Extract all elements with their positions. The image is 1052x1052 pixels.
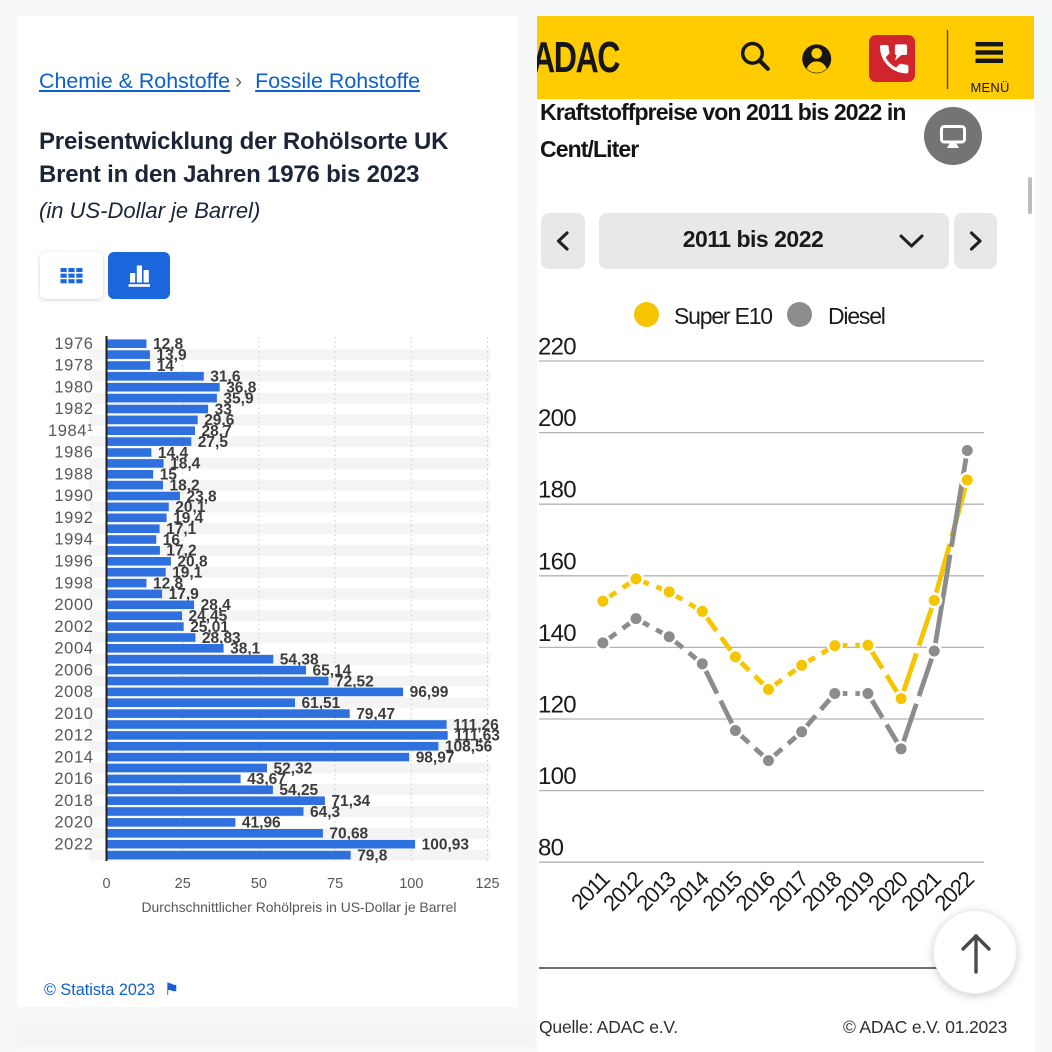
svg-text:2000: 2000 (54, 596, 93, 614)
svg-text:100: 100 (538, 763, 576, 790)
svg-text:54,25: 54,25 (279, 782, 318, 799)
svg-text:108,56: 108,56 (445, 739, 493, 756)
svg-text:36,8: 36,8 (226, 380, 257, 397)
svg-text:111,63: 111,63 (454, 728, 500, 745)
svg-text:18,2: 18,2 (170, 477, 200, 494)
svg-text:71,34: 71,34 (331, 793, 370, 810)
svg-text:29,6: 29,6 (204, 412, 235, 429)
svg-text:12,8: 12,8 (153, 336, 184, 353)
svg-text:140: 140 (538, 620, 576, 647)
svg-text:2014: 2014 (54, 748, 93, 766)
svg-text:20,8: 20,8 (177, 554, 208, 571)
svg-text:28,4: 28,4 (201, 597, 232, 614)
svg-text:2002: 2002 (54, 618, 93, 636)
svg-text:41,96: 41,96 (242, 815, 281, 832)
svg-text:1976: 1976 (54, 335, 93, 353)
svg-text:17,2: 17,2 (166, 543, 196, 560)
svg-text:18,4: 18,4 (170, 456, 201, 473)
svg-text:180: 180 (538, 477, 576, 504)
svg-text:14,4: 14,4 (158, 445, 189, 462)
svg-text:50: 50 (251, 876, 267, 892)
svg-text:52,32: 52,32 (274, 760, 313, 777)
svg-text:2016: 2016 (54, 770, 93, 788)
svg-text:111,26: 111,26 (453, 717, 499, 734)
svg-text:43,67: 43,67 (247, 771, 286, 788)
svg-text:31,6: 31,6 (210, 369, 241, 386)
svg-text:33: 33 (215, 401, 233, 418)
svg-text:20,1: 20,1 (175, 499, 206, 516)
svg-text:35,9: 35,9 (223, 390, 254, 407)
svg-text:1978: 1978 (54, 357, 93, 375)
svg-text:25: 25 (175, 876, 191, 892)
svg-text:1992: 1992 (54, 509, 93, 527)
svg-text:75: 75 (327, 876, 343, 892)
svg-text:1980: 1980 (54, 378, 93, 396)
svg-text:23,8: 23,8 (187, 488, 218, 505)
svg-text:98,97: 98,97 (416, 749, 455, 766)
svg-text:1994: 1994 (54, 531, 93, 549)
svg-text:1990: 1990 (54, 487, 93, 505)
svg-text:2022: 2022 (929, 866, 979, 916)
svg-text:2018: 2018 (54, 792, 93, 810)
svg-text:1982: 1982 (54, 400, 93, 418)
svg-text:1998: 1998 (54, 574, 93, 592)
svg-text:2006: 2006 (54, 661, 93, 679)
svg-text:15: 15 (160, 467, 178, 484)
svg-text:96,99: 96,99 (410, 684, 449, 701)
svg-text:16: 16 (163, 532, 181, 549)
svg-text:19841: 19841 (48, 422, 94, 440)
svg-text:125: 125 (475, 876, 499, 892)
svg-text:13,9: 13,9 (156, 347, 187, 364)
svg-text:2004: 2004 (54, 640, 93, 658)
svg-text:12,8: 12,8 (153, 575, 184, 592)
svg-text:28,7: 28,7 (202, 423, 232, 440)
svg-text:17,9: 17,9 (169, 586, 200, 603)
svg-text:0: 0 (102, 876, 110, 892)
svg-text:64,3: 64,3 (310, 804, 341, 821)
svg-text:19,1: 19,1 (172, 565, 203, 582)
svg-text:54,38: 54,38 (280, 652, 319, 669)
svg-text:70,68: 70,68 (329, 826, 368, 843)
svg-text:160: 160 (538, 548, 576, 575)
svg-text:1986: 1986 (54, 444, 93, 462)
svg-text:38,1: 38,1 (230, 641, 261, 658)
svg-text:72,52: 72,52 (335, 673, 374, 690)
svg-text:100,93: 100,93 (422, 837, 470, 854)
svg-text:2022: 2022 (54, 835, 93, 853)
svg-text:220: 220 (538, 334, 576, 361)
svg-text:1996: 1996 (54, 553, 93, 571)
svg-text:65,14: 65,14 (313, 662, 352, 679)
svg-text:2010: 2010 (54, 705, 93, 723)
svg-text:200: 200 (538, 405, 576, 432)
svg-text:100: 100 (399, 876, 423, 892)
svg-text:Durchschnittlicher Rohölpreis: Durchschnittlicher Rohölpreis in US-Doll… (142, 899, 457, 915)
svg-text:2020: 2020 (54, 814, 93, 832)
svg-text:2012: 2012 (54, 727, 93, 745)
svg-text:1988: 1988 (54, 466, 93, 484)
svg-text:79,47: 79,47 (356, 706, 395, 723)
svg-text:61,51: 61,51 (302, 695, 341, 712)
svg-text:28,83: 28,83 (202, 630, 241, 647)
svg-text:25,01: 25,01 (190, 619, 229, 636)
svg-text:19,4: 19,4 (173, 510, 204, 527)
svg-text:24,45: 24,45 (189, 608, 228, 625)
svg-text:79,8: 79,8 (357, 847, 388, 864)
svg-text:14: 14 (157, 358, 175, 375)
svg-text:2008: 2008 (54, 683, 93, 701)
svg-text:80: 80 (538, 835, 564, 862)
svg-text:27,5: 27,5 (198, 434, 229, 451)
svg-text:17,1: 17,1 (166, 521, 197, 538)
svg-text:120: 120 (538, 692, 576, 719)
